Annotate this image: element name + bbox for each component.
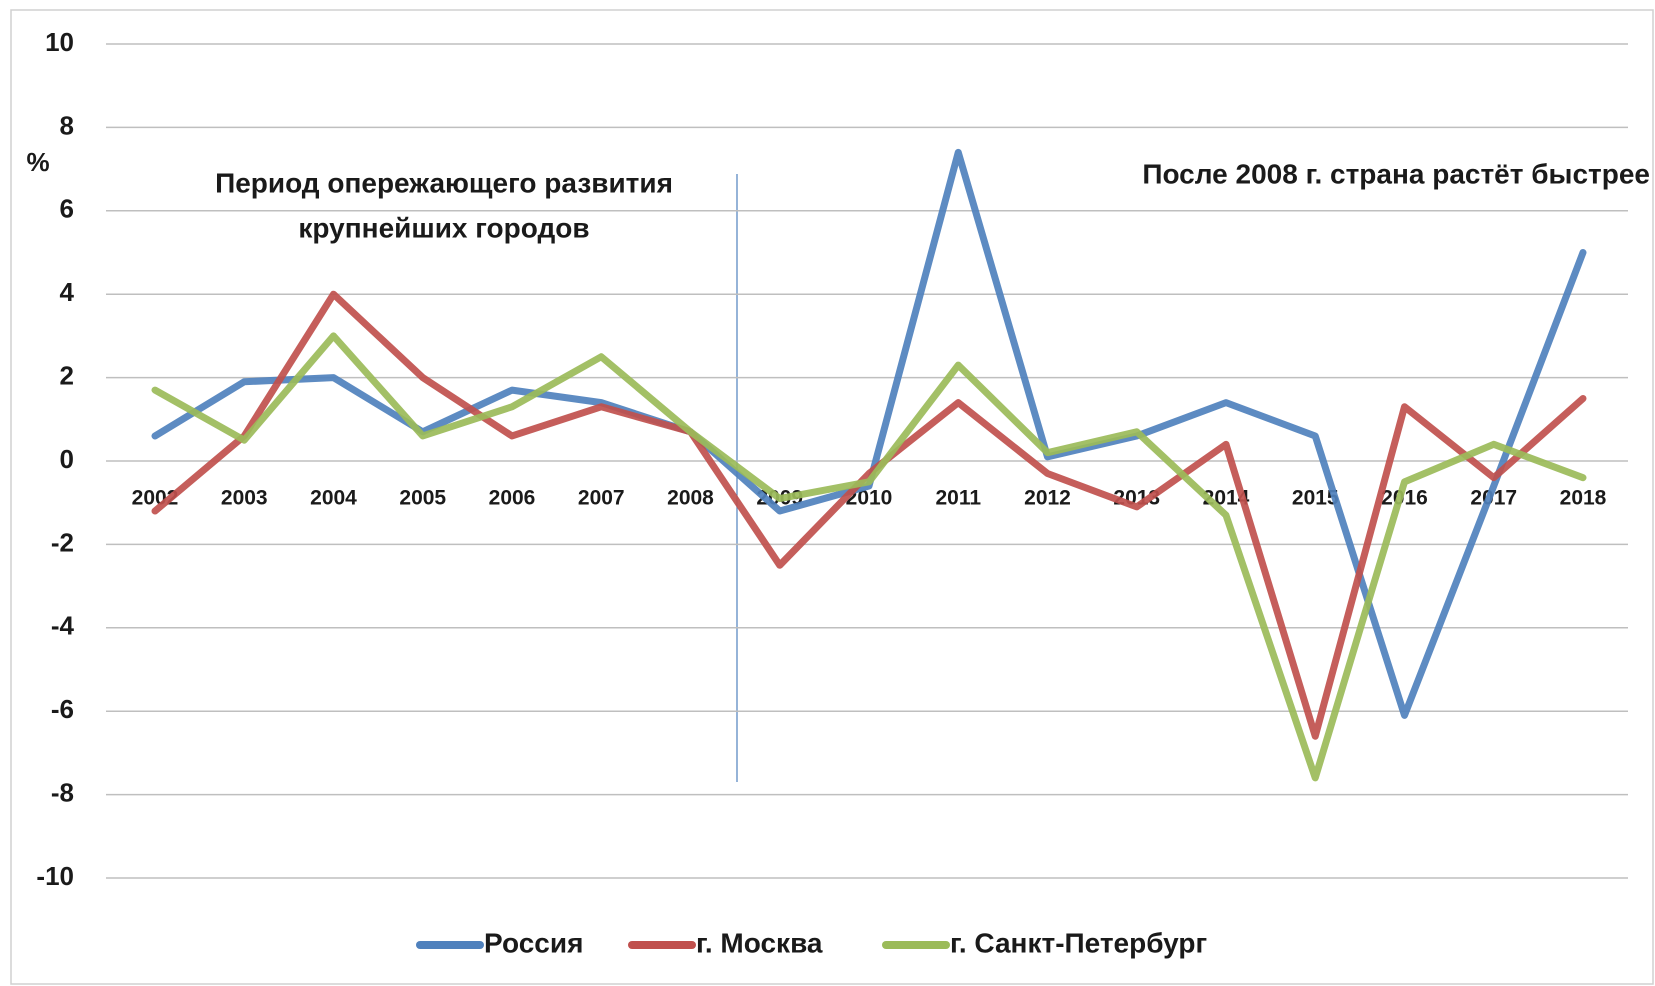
y-tick-label: -4 <box>51 611 75 641</box>
chart-frame <box>10 9 1654 985</box>
y-tick-label: 0 <box>60 444 74 474</box>
series-line <box>151 148 1587 719</box>
legend-label: Россия <box>484 927 583 958</box>
x-tick-label: 2006 <box>489 487 536 510</box>
x-tick-label: 2015 <box>1292 487 1339 510</box>
annotation: После 2008 г. страна растёт быстрее <box>1142 158 1650 189</box>
legend-label: г. Москва <box>696 927 823 958</box>
x-tick-label: 2018 <box>1560 487 1607 510</box>
x-tick-label: 2005 <box>399 487 446 510</box>
y-tick-label: 2 <box>60 360 74 390</box>
legend-label: г. Санкт-Петербург <box>950 927 1207 958</box>
series-line <box>151 332 1587 782</box>
y-tick-label: -2 <box>51 527 74 557</box>
x-tick-label: 2011 <box>935 487 981 510</box>
x-tick-label: 2008 <box>667 487 714 510</box>
y-tick-label: -6 <box>51 694 74 724</box>
x-tick-label: 2004 <box>310 487 357 510</box>
x-tick-label: 2007 <box>578 487 625 510</box>
y-tick-label: 4 <box>60 277 75 307</box>
annotation: крупнейших городов <box>298 212 589 243</box>
y-tick-label: 8 <box>60 110 74 140</box>
x-tick-label: 2016 <box>1381 487 1428 510</box>
x-tick-label: 2012 <box>1024 487 1071 510</box>
series-line <box>151 290 1587 740</box>
y-tick-label: 6 <box>60 194 74 224</box>
y-tick-label: -10 <box>36 861 74 891</box>
y-axis-label: % <box>26 147 49 177</box>
x-tick-label: 2017 <box>1470 487 1517 510</box>
annotation: Период опережающего развития <box>215 167 673 198</box>
x-tick-label: 2003 <box>221 487 268 510</box>
y-tick-label: -8 <box>51 777 74 807</box>
y-tick-label: 10 <box>45 27 74 57</box>
